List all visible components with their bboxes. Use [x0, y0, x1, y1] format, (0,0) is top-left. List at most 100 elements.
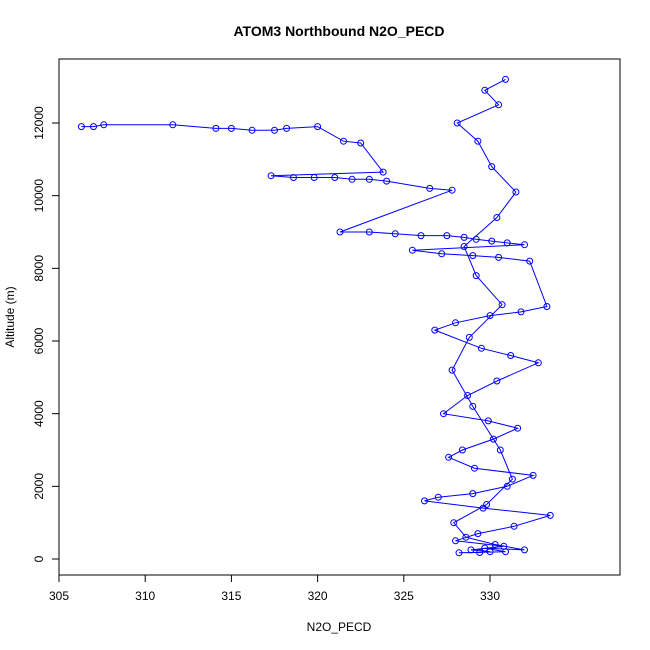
data-point [212, 124, 220, 132]
data-point [77, 123, 85, 131]
data-point [508, 475, 516, 483]
data-point [502, 548, 509, 556]
data-point [469, 252, 477, 260]
data-point [488, 163, 496, 171]
series-points [77, 75, 554, 557]
y-tick-label: 6000 [32, 327, 46, 354]
data-point [336, 228, 344, 236]
data-point [452, 537, 459, 545]
y-tick-label: 10000 [32, 179, 46, 213]
data-point [426, 184, 434, 192]
data-point [491, 541, 499, 548]
data-point [460, 243, 468, 250]
x-axis: 305 310 315 320 325 330 [49, 575, 500, 603]
x-tick-label: 310 [135, 589, 155, 603]
data-point [434, 493, 442, 501]
data-point [452, 319, 459, 327]
data-point [521, 241, 528, 249]
data-point [450, 519, 458, 527]
data-point [479, 504, 487, 512]
data-point [481, 544, 489, 552]
data-point [510, 522, 518, 530]
x-tick-label: 330 [480, 589, 500, 603]
y-axis-label: Altitude (m) [3, 286, 17, 347]
data-point [514, 424, 522, 432]
data-point [445, 453, 453, 461]
data-point [503, 239, 511, 247]
data-point [348, 175, 356, 183]
data-point [483, 501, 491, 508]
data-point [357, 139, 365, 147]
data-point [455, 549, 463, 557]
data-point [469, 402, 477, 410]
data-point [227, 124, 235, 132]
data-point [469, 490, 477, 498]
data-point [271, 126, 278, 134]
data-point [507, 352, 515, 359]
plot-frame [58, 58, 621, 576]
data-point [440, 410, 447, 418]
data-point [417, 232, 425, 240]
data-point [458, 446, 466, 454]
data-point [489, 435, 497, 443]
data-point [543, 303, 551, 310]
data-point [484, 417, 492, 425]
data-point [476, 549, 484, 556]
data-point [493, 377, 501, 385]
data-point [529, 471, 537, 479]
data-point [498, 301, 506, 309]
data-point [431, 326, 439, 334]
data-point [465, 333, 473, 341]
data-point [486, 312, 494, 320]
x-axis-label: N2O_PECD [307, 620, 372, 634]
x-tick-label: 305 [49, 589, 69, 603]
data-point [283, 124, 291, 132]
data-point [383, 177, 391, 185]
data-point [290, 174, 297, 181]
data-point [453, 119, 461, 127]
data-point [421, 497, 428, 505]
data-point [438, 250, 446, 258]
y-tick-label: 4000 [32, 400, 46, 427]
data-point [248, 126, 256, 134]
data-point [474, 530, 482, 538]
series-polyline [81, 78, 551, 554]
data-point [365, 175, 373, 183]
data-point [472, 235, 480, 243]
data-point [448, 366, 456, 374]
data-point [517, 308, 525, 316]
data-point [534, 359, 542, 367]
x-tick-label: 325 [394, 589, 414, 603]
y-tick-label: 12000 [32, 106, 46, 140]
data-point [340, 137, 347, 145]
data-point [443, 232, 451, 240]
data-point [546, 511, 554, 519]
y-tick-label: 2000 [32, 473, 46, 500]
data-point [90, 123, 97, 131]
data-point [460, 233, 468, 241]
data-point [314, 123, 322, 131]
data-point [331, 174, 339, 181]
data-point [495, 101, 503, 109]
chart-title: ATOM3 Northbound N2O_PECD [233, 23, 444, 39]
data-point [526, 257, 534, 265]
x-tick-label: 315 [221, 589, 241, 603]
data-point [471, 464, 478, 472]
data-point [391, 230, 399, 238]
data-point [477, 344, 485, 352]
data-point [462, 533, 470, 541]
data-point [310, 174, 318, 181]
y-tick-label: 8000 [32, 255, 46, 282]
data-point [448, 186, 456, 194]
data-point [474, 137, 482, 145]
data-point [481, 86, 489, 94]
data-point [365, 228, 373, 236]
y-axis: 0 2000 4000 6000 8000 10000 12000 [32, 106, 59, 562]
y-tick-label: 0 [32, 555, 46, 562]
data-point [493, 214, 501, 221]
data-point [512, 188, 520, 196]
data-point [408, 246, 416, 254]
data-point [488, 237, 496, 245]
data-point [502, 75, 509, 83]
